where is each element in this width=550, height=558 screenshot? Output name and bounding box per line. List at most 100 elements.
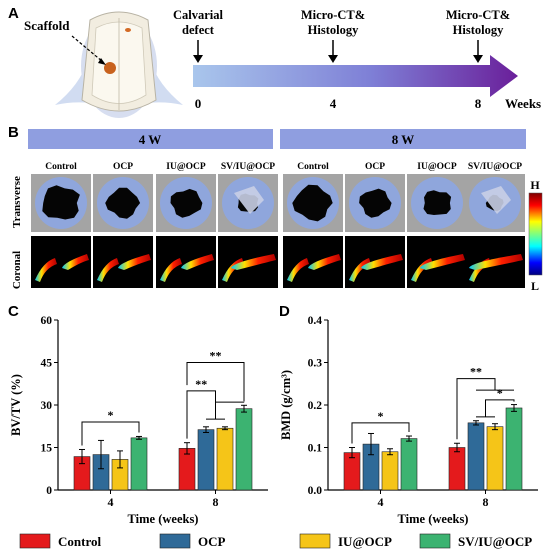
event-label-line: Micro-CT& — [301, 8, 365, 22]
panel-a-letter: A — [8, 5, 19, 22]
colorbar-high-label: H — [530, 178, 540, 192]
event-label-line: defect — [182, 23, 215, 37]
significance-label: ** — [210, 349, 222, 363]
skull-illustration — [55, 11, 183, 118]
legend-swatch — [159, 533, 191, 549]
bar — [467, 422, 485, 491]
x-tick-label: 4 — [108, 495, 114, 509]
coronal-image — [31, 236, 91, 288]
timeline: Calvarial defect Micro-CT& Histology Mic… — [173, 8, 541, 111]
event-label-line: Micro-CT& — [446, 8, 510, 22]
y-tick-label: 0.1 — [308, 443, 323, 455]
significance-bracket — [456, 378, 496, 440]
significance-bracket — [215, 401, 245, 420]
panel-b-letter: B — [8, 124, 19, 141]
week-tick: 8 — [475, 96, 482, 111]
bar — [178, 448, 196, 491]
coronal-image — [218, 236, 278, 288]
bar — [216, 427, 234, 491]
panel-c-letter: C — [8, 303, 19, 320]
significance-label: * — [378, 409, 384, 423]
column-label: Control — [297, 162, 329, 172]
week-group-label: 4 W — [139, 132, 162, 147]
week-tick: 4 — [330, 96, 337, 111]
legend: Control OCP IU@OCP SV/IU@OCP — [19, 533, 532, 549]
coronal-image — [465, 236, 525, 288]
transverse-image — [156, 174, 216, 232]
y-tick-label: 60 — [41, 315, 53, 327]
row-label-transverse: Transverse — [11, 176, 23, 228]
panel-b: B 4 W 8 W Control OCP IU@OCP SV/IU@OCP Contr… — [8, 124, 543, 293]
y-axis-label: BMD (g/cm³) — [279, 370, 293, 440]
y-tick-label: 0.4 — [308, 315, 323, 327]
bar — [197, 429, 215, 491]
event-label-line: Histology — [308, 23, 359, 37]
transverse-image — [93, 174, 153, 232]
y-axis-label: BV/TV (%) — [9, 374, 23, 436]
week-group-header-4w — [28, 129, 273, 149]
transverse-image — [407, 174, 467, 232]
transverse-image — [465, 174, 525, 232]
legend-label: Control — [58, 534, 101, 549]
significance-label: ** — [195, 377, 207, 391]
bar — [343, 452, 361, 491]
legend-swatch — [299, 533, 331, 549]
significance-bracket — [485, 399, 515, 417]
column-label: OCP — [113, 162, 133, 172]
chart-bmd: 0.0 0.1 0.2 0.3 0.4 4 8 Time (weeks) BMD (g/cm³)… — [279, 315, 538, 526]
coronal-image — [283, 236, 343, 288]
scaffold-dot — [104, 62, 116, 74]
week-group-header-8w — [280, 129, 526, 149]
y-tick-label: 0 — [46, 485, 52, 497]
scaffold-label: Scaffold — [24, 18, 70, 33]
x-axis-label: Time (weeks) — [128, 512, 199, 526]
colorbar — [528, 192, 543, 276]
legend-swatch — [419, 533, 451, 549]
x-tick-label: 4 — [378, 495, 384, 509]
column-label: SV/IU@OCP — [468, 162, 522, 172]
y-tick-label: 0.3 — [308, 358, 323, 370]
column-label: Control — [45, 162, 77, 172]
column-label: IU@OCP — [166, 162, 206, 172]
legend-label: IU@OCP — [338, 534, 392, 549]
bar — [400, 438, 418, 491]
significance-bracket — [351, 422, 410, 444]
scaffold-pointer — [71, 35, 104, 63]
colorbar-low-label: L — [531, 279, 539, 293]
column-label: IU@OCP — [417, 162, 457, 172]
bar — [486, 426, 504, 491]
bar — [448, 447, 466, 491]
bar — [130, 437, 148, 491]
row-label-coronal: Coronal — [11, 251, 23, 289]
coronal-image — [156, 236, 216, 288]
y-tick-label: 15 — [41, 443, 53, 455]
significance-bracket — [81, 421, 140, 446]
panel-d: D 0.0 0.1 0.2 0.3 0.4 4 8 Time (weeks) BMD (g/cm… — [279, 303, 538, 526]
timeline-arrow — [193, 55, 518, 97]
event-label-line: Histology — [453, 23, 504, 37]
significance-label: ** — [470, 365, 482, 379]
x-tick-label: 8 — [483, 495, 489, 509]
coronal-row — [31, 236, 525, 288]
weeks-unit: Weeks — [505, 96, 541, 111]
y-tick-label: 0.0 — [308, 485, 323, 497]
significance-bracket — [186, 362, 245, 402]
coronal-image — [345, 236, 405, 288]
column-labels: Control OCP IU@OCP SV/IU@OCP Control OCP IU@OC… — [45, 162, 522, 172]
y-tick-label: 45 — [41, 358, 53, 370]
column-label: OCP — [365, 162, 385, 172]
coronal-image — [93, 236, 153, 288]
transverse-row — [31, 174, 525, 232]
transverse-image — [218, 174, 278, 232]
x-tick-label: 8 — [213, 495, 219, 509]
column-label: SV/IU@OCP — [221, 162, 275, 172]
legend-label: SV/IU@OCP — [458, 534, 532, 549]
week-group-label: 8 W — [392, 132, 415, 147]
significance-label: * — [497, 386, 503, 400]
panel-a: A Scaffold Calvarial defect Micro-CT& Hi… — [8, 5, 541, 118]
transverse-image — [283, 174, 343, 232]
y-tick-label: 30 — [41, 400, 53, 412]
